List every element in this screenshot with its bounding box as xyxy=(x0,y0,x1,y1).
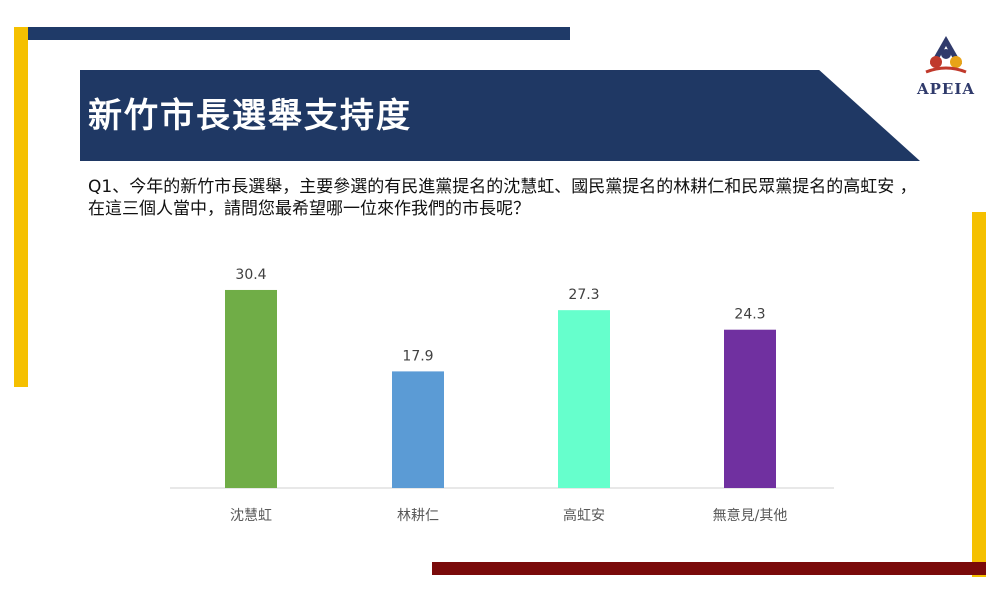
title-banner xyxy=(80,70,920,161)
data-label-3: 27.3 xyxy=(568,287,599,303)
category-label-2: 林耕仁 xyxy=(397,507,439,524)
apeia-logo-icon xyxy=(925,36,967,74)
top-navy-accent-bar xyxy=(14,27,570,40)
bar-3 xyxy=(558,310,610,488)
survey-question: Q1、今年的新竹市長選舉，主要參選的有民進黨提名的沈慧虹、國民黨提名的林耕仁和民… xyxy=(88,177,917,219)
bar-1 xyxy=(225,289,277,488)
right-gold-accent-bar xyxy=(972,212,986,577)
page-title: 新竹市長選舉支持度 xyxy=(88,96,412,136)
category-label-4: 無意見/其他 xyxy=(713,507,788,524)
bar-2 xyxy=(392,371,444,488)
data-label-2: 17.9 xyxy=(402,348,433,364)
data-label-4: 24.3 xyxy=(734,307,765,323)
category-label-1: 沈慧虹 xyxy=(230,508,272,524)
bottom-red-accent-bar xyxy=(432,562,986,575)
left-gold-accent-bar xyxy=(14,27,28,387)
category-label-3: 高虹安 xyxy=(563,507,605,524)
data-label-1: 30.4 xyxy=(235,267,266,283)
bar-4 xyxy=(724,329,776,488)
logo-text: APEIA xyxy=(916,80,975,98)
